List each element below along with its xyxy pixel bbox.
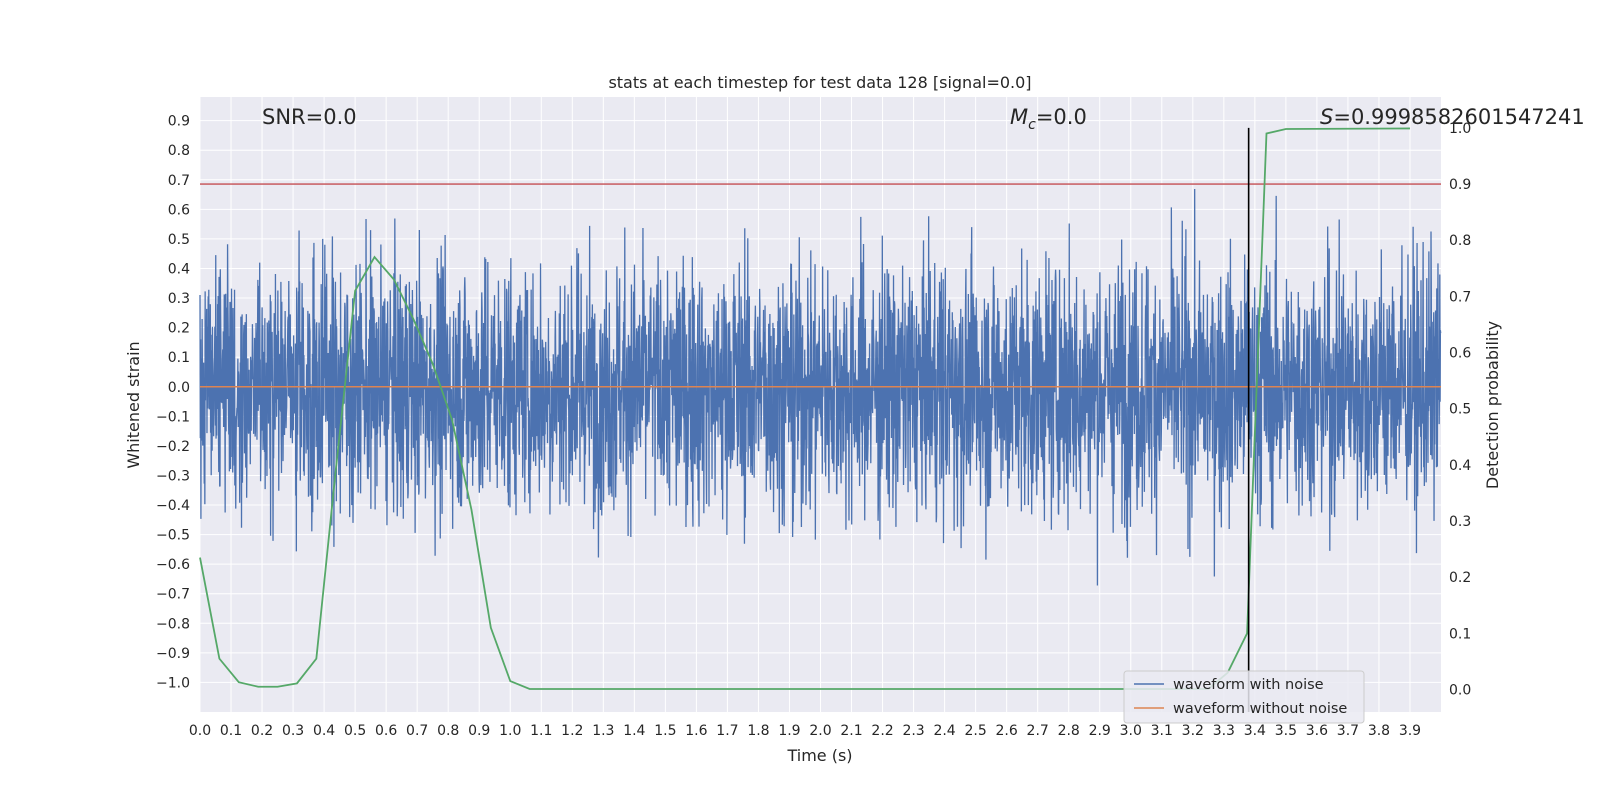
y-right-tick-label: 0.1 bbox=[1449, 626, 1471, 642]
y-axis-label-right: Detection probability bbox=[1483, 321, 1502, 489]
y-tick-label: −0.7 bbox=[156, 587, 190, 603]
x-tick-label: 2.9 bbox=[1089, 723, 1111, 739]
x-tick-label: 2.0 bbox=[809, 723, 831, 739]
y-tick-label: −0.6 bbox=[156, 557, 190, 573]
x-tick-label: 1.9 bbox=[778, 723, 800, 739]
y-tick-label: −1.0 bbox=[156, 675, 190, 691]
y-tick-label: 0.2 bbox=[168, 321, 190, 337]
series-line-noise bbox=[199, 188, 1442, 586]
y-tick-label: −0.3 bbox=[156, 468, 190, 484]
x-tick-label: 0.7 bbox=[406, 723, 428, 739]
legend-label-noise: waveform with noise bbox=[1173, 677, 1324, 693]
y-tick-label: −0.5 bbox=[156, 528, 190, 544]
x-tick-label: 0.0 bbox=[189, 723, 211, 739]
y-right-tick-label: 0.7 bbox=[1449, 289, 1471, 305]
x-tick-label: 0.3 bbox=[282, 723, 304, 739]
x-tick-label: 0.9 bbox=[468, 723, 490, 739]
y-tick-label: 0.8 bbox=[168, 143, 190, 159]
s-annotation: S=0.9998582601547241 bbox=[1320, 105, 1585, 129]
x-tick-label: 3.8 bbox=[1368, 723, 1390, 739]
y-right-tick-label: 0.2 bbox=[1449, 570, 1471, 586]
y-tick-label: −0.9 bbox=[156, 646, 190, 662]
x-tick-label: 1.6 bbox=[685, 723, 707, 739]
x-tick-label: 2.4 bbox=[933, 723, 955, 739]
y-tick-label: 0.3 bbox=[168, 291, 190, 307]
y-tick-label: −0.4 bbox=[156, 498, 190, 514]
y-tick-label: 0.5 bbox=[168, 232, 190, 248]
x-tick-label: 2.2 bbox=[871, 723, 893, 739]
x-tick-label: 0.1 bbox=[220, 723, 242, 739]
legend-box bbox=[1123, 670, 1365, 724]
x-tick-label: 2.8 bbox=[1058, 723, 1080, 739]
y-right-tick-label: 0.5 bbox=[1449, 402, 1471, 418]
y-tick-label: −0.8 bbox=[156, 616, 190, 632]
x-tick-label: 3.1 bbox=[1151, 723, 1173, 739]
chart-title: stats at each timestep for test data 128… bbox=[608, 73, 1031, 92]
x-tick-label: 0.5 bbox=[344, 723, 366, 739]
x-tick-label: 1.1 bbox=[530, 723, 552, 739]
x-tick-label: 0.2 bbox=[251, 723, 273, 739]
x-tick-label: 1.5 bbox=[654, 723, 676, 739]
y-right-tick-label: 0.6 bbox=[1449, 346, 1471, 362]
y-tick-label: 0.6 bbox=[168, 202, 190, 218]
x-tick-label: 3.3 bbox=[1213, 723, 1235, 739]
series-noise bbox=[199, 188, 1442, 586]
x-tick-label: 2.6 bbox=[996, 723, 1018, 739]
y-axis-label: Whitened strain bbox=[124, 341, 143, 468]
x-tick-label: 1.0 bbox=[499, 723, 521, 739]
y-right-tick-label: 0.0 bbox=[1449, 683, 1471, 699]
legend: waveform with noise waveform without noi… bbox=[1123, 670, 1365, 724]
y-tick-label: −0.2 bbox=[156, 439, 190, 455]
x-tick-label: 2.7 bbox=[1027, 723, 1049, 739]
x-tick-label: 3.2 bbox=[1182, 723, 1204, 739]
y-tick-label: 0.1 bbox=[168, 350, 190, 366]
x-tick-label: 3.0 bbox=[1120, 723, 1142, 739]
x-tick-label: 2.5 bbox=[964, 723, 986, 739]
x-tick-label: 0.8 bbox=[437, 723, 459, 739]
x-tick-label: 1.8 bbox=[747, 723, 769, 739]
tick-labels: 0.0 0.1 0.2 0.3 0.4 0.5 0.6 0.7 0.8 0.9 1.0 1.1 1.2 1… bbox=[156, 114, 1471, 739]
y-right-tick-label: 1.0 bbox=[1449, 121, 1471, 137]
x-tick-label: 3.4 bbox=[1244, 723, 1266, 739]
snr-annotation: SNR=0.0 bbox=[262, 105, 357, 129]
x-tick-label: 2.1 bbox=[840, 723, 862, 739]
legend-label-clean: waveform without noise bbox=[1173, 701, 1347, 717]
y-right-tick-label: 0.4 bbox=[1449, 458, 1471, 474]
y-tick-label: 0.9 bbox=[168, 114, 190, 130]
chirp-mass-annotation: Mc=0.0 bbox=[1010, 105, 1087, 133]
x-tick-label: 1.2 bbox=[561, 723, 583, 739]
y-tick-label: 0.7 bbox=[168, 173, 190, 189]
y-right-tick-label: 0.8 bbox=[1449, 233, 1471, 249]
y-tick-label: −0.1 bbox=[156, 409, 190, 425]
x-tick-label: 1.4 bbox=[623, 723, 645, 739]
x-tick-label: 1.7 bbox=[716, 723, 738, 739]
x-tick-label: 2.3 bbox=[902, 723, 924, 739]
x-tick-label: 3.9 bbox=[1399, 723, 1421, 739]
y-right-tick-label: 0.3 bbox=[1449, 514, 1471, 530]
y-tick-label: 0.0 bbox=[168, 380, 190, 396]
y-tick-label: 0.4 bbox=[168, 261, 190, 277]
x-tick-label: 0.6 bbox=[375, 723, 397, 739]
x-tick-label: 0.4 bbox=[313, 723, 335, 739]
x-tick-label: 1.3 bbox=[592, 723, 614, 739]
y-right-tick-label: 0.9 bbox=[1449, 177, 1471, 193]
x-tick-label: 3.5 bbox=[1275, 723, 1297, 739]
x-tick-label: 3.6 bbox=[1306, 723, 1328, 739]
x-axis-label: Time (s) bbox=[786, 746, 852, 765]
x-tick-label: 3.7 bbox=[1337, 723, 1359, 739]
